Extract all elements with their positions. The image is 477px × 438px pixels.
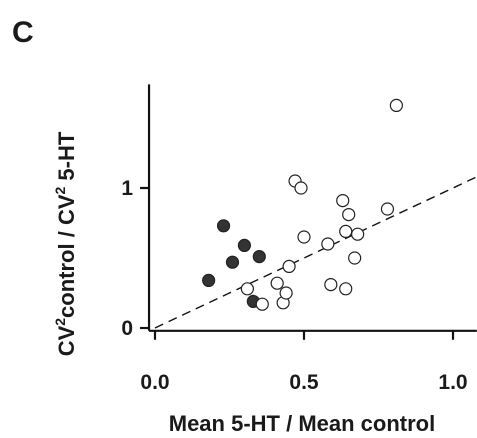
x-tick-label: 1.0 <box>438 371 467 394</box>
y-axis-title-part-3: 5-HT <box>54 131 79 187</box>
open-data-point <box>351 227 365 241</box>
open-data-point <box>389 98 403 113</box>
open-data-point <box>339 282 353 296</box>
open-data-point <box>321 237 335 251</box>
open-data-point <box>282 259 296 273</box>
filled-data-point <box>237 238 251 252</box>
open-data-point <box>297 230 311 244</box>
open-data-point <box>342 208 356 222</box>
y-axis-title-part-2: control / CV <box>54 194 79 318</box>
y-axis-title-part-1: CV <box>54 325 79 356</box>
open-data-point <box>255 297 269 311</box>
unity-reference-line <box>154 176 477 329</box>
filled-data-point <box>202 273 216 287</box>
y-tick-label: 1 <box>121 177 133 200</box>
open-data-point <box>336 194 350 208</box>
plot-area: 0 1 0.0 0.5 1.0 <box>121 84 477 394</box>
open-data-point <box>339 224 353 238</box>
y-axis-title-superscript-2: 2 <box>52 186 68 194</box>
open-data-point <box>279 286 293 300</box>
y-axis-title: CV2control / CV2 5-HT <box>52 131 79 356</box>
y-tick-label: 0 <box>121 317 133 340</box>
open-data-point <box>348 251 362 265</box>
x-tick-label: 0.0 <box>140 371 169 394</box>
y-axis-title-superscript-1: 2 <box>52 318 68 326</box>
filled-data-point <box>252 250 266 264</box>
open-data-point <box>240 282 254 296</box>
filled-data-point <box>225 255 240 269</box>
open-data-point <box>380 202 395 216</box>
open-data-point <box>294 181 308 195</box>
x-axis-title: Mean 5-HT / Mean control <box>169 411 435 436</box>
x-tick-label: 0.5 <box>289 371 319 394</box>
open-data-point <box>324 278 338 292</box>
filled-data-point <box>216 219 231 233</box>
panel-label: C <box>12 16 34 49</box>
open-data-point <box>270 276 284 290</box>
